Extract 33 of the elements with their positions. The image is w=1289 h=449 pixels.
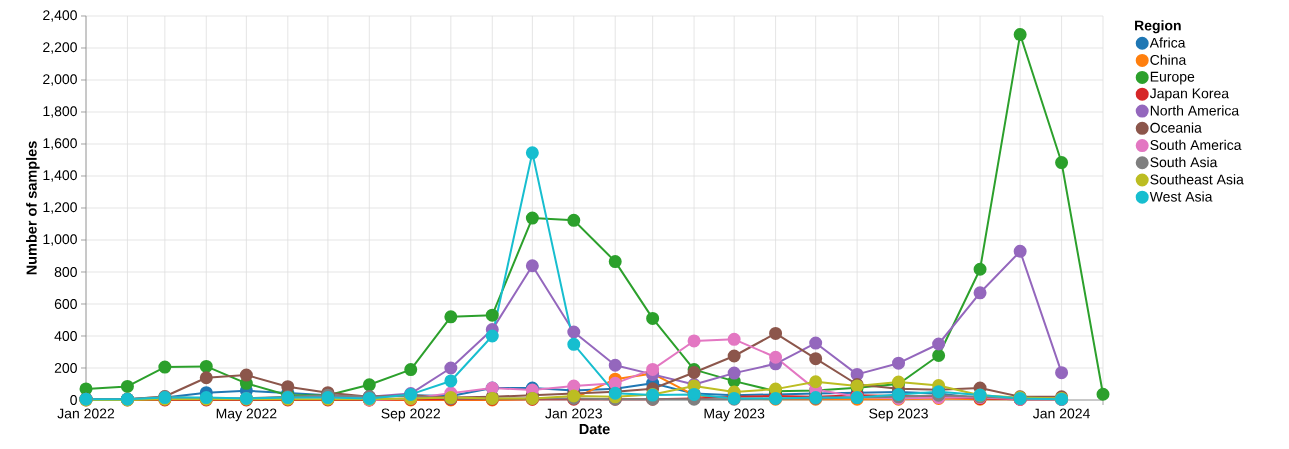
legend-title: Region <box>1135 20 1181 34</box>
legend-label: South America <box>1150 139 1242 151</box>
y-tick-label: 400 <box>54 331 77 341</box>
y-tick-label: 2,400 <box>43 10 77 22</box>
legend-label: West Asia <box>1149 191 1213 202</box>
x-tick-label: Sep 2023 <box>869 408 928 422</box>
x-tick-label: May 2022 <box>216 408 277 422</box>
x-tick-label: Jan 2023 <box>545 408 602 419</box>
y-tick-label: 1,200 <box>43 202 77 214</box>
y-tick-label: 0 <box>70 395 77 405</box>
y-axis-title: Number of samples <box>26 141 40 275</box>
legend-label: China <box>1150 54 1187 65</box>
legend-label: North America <box>1150 105 1240 116</box>
x-tick-label: May 2023 <box>704 408 765 422</box>
x-tick-label: Sep 2022 <box>381 408 440 422</box>
y-tick-label: 1,000 <box>43 234 77 246</box>
y-tick-label: 2,200 <box>43 42 77 54</box>
legend-label: Europe <box>1150 71 1195 85</box>
y-tick-label: 200 <box>54 363 77 373</box>
y-tick-label: 600 <box>54 299 77 309</box>
x-tick-label: Jan 2024 <box>1032 408 1090 419</box>
x-tick-label: Jan 2022 <box>57 408 115 419</box>
legend-label: Oceania <box>1150 122 1202 133</box>
y-tick-label: 2,000 <box>43 74 77 86</box>
y-tick-label: 1,800 <box>43 106 77 118</box>
y-tick-label: 1,600 <box>43 138 77 150</box>
legend-label: Southeast Asia <box>1150 174 1244 185</box>
legend-label: South Asia <box>1150 156 1218 168</box>
legend-label: Japan Korea <box>1149 88 1230 102</box>
y-tick-label: 1,400 <box>43 170 77 182</box>
y-tick-label: 800 <box>54 267 77 277</box>
legend-label: Africa <box>1149 37 1186 48</box>
x-axis-title: Date <box>579 424 610 435</box>
